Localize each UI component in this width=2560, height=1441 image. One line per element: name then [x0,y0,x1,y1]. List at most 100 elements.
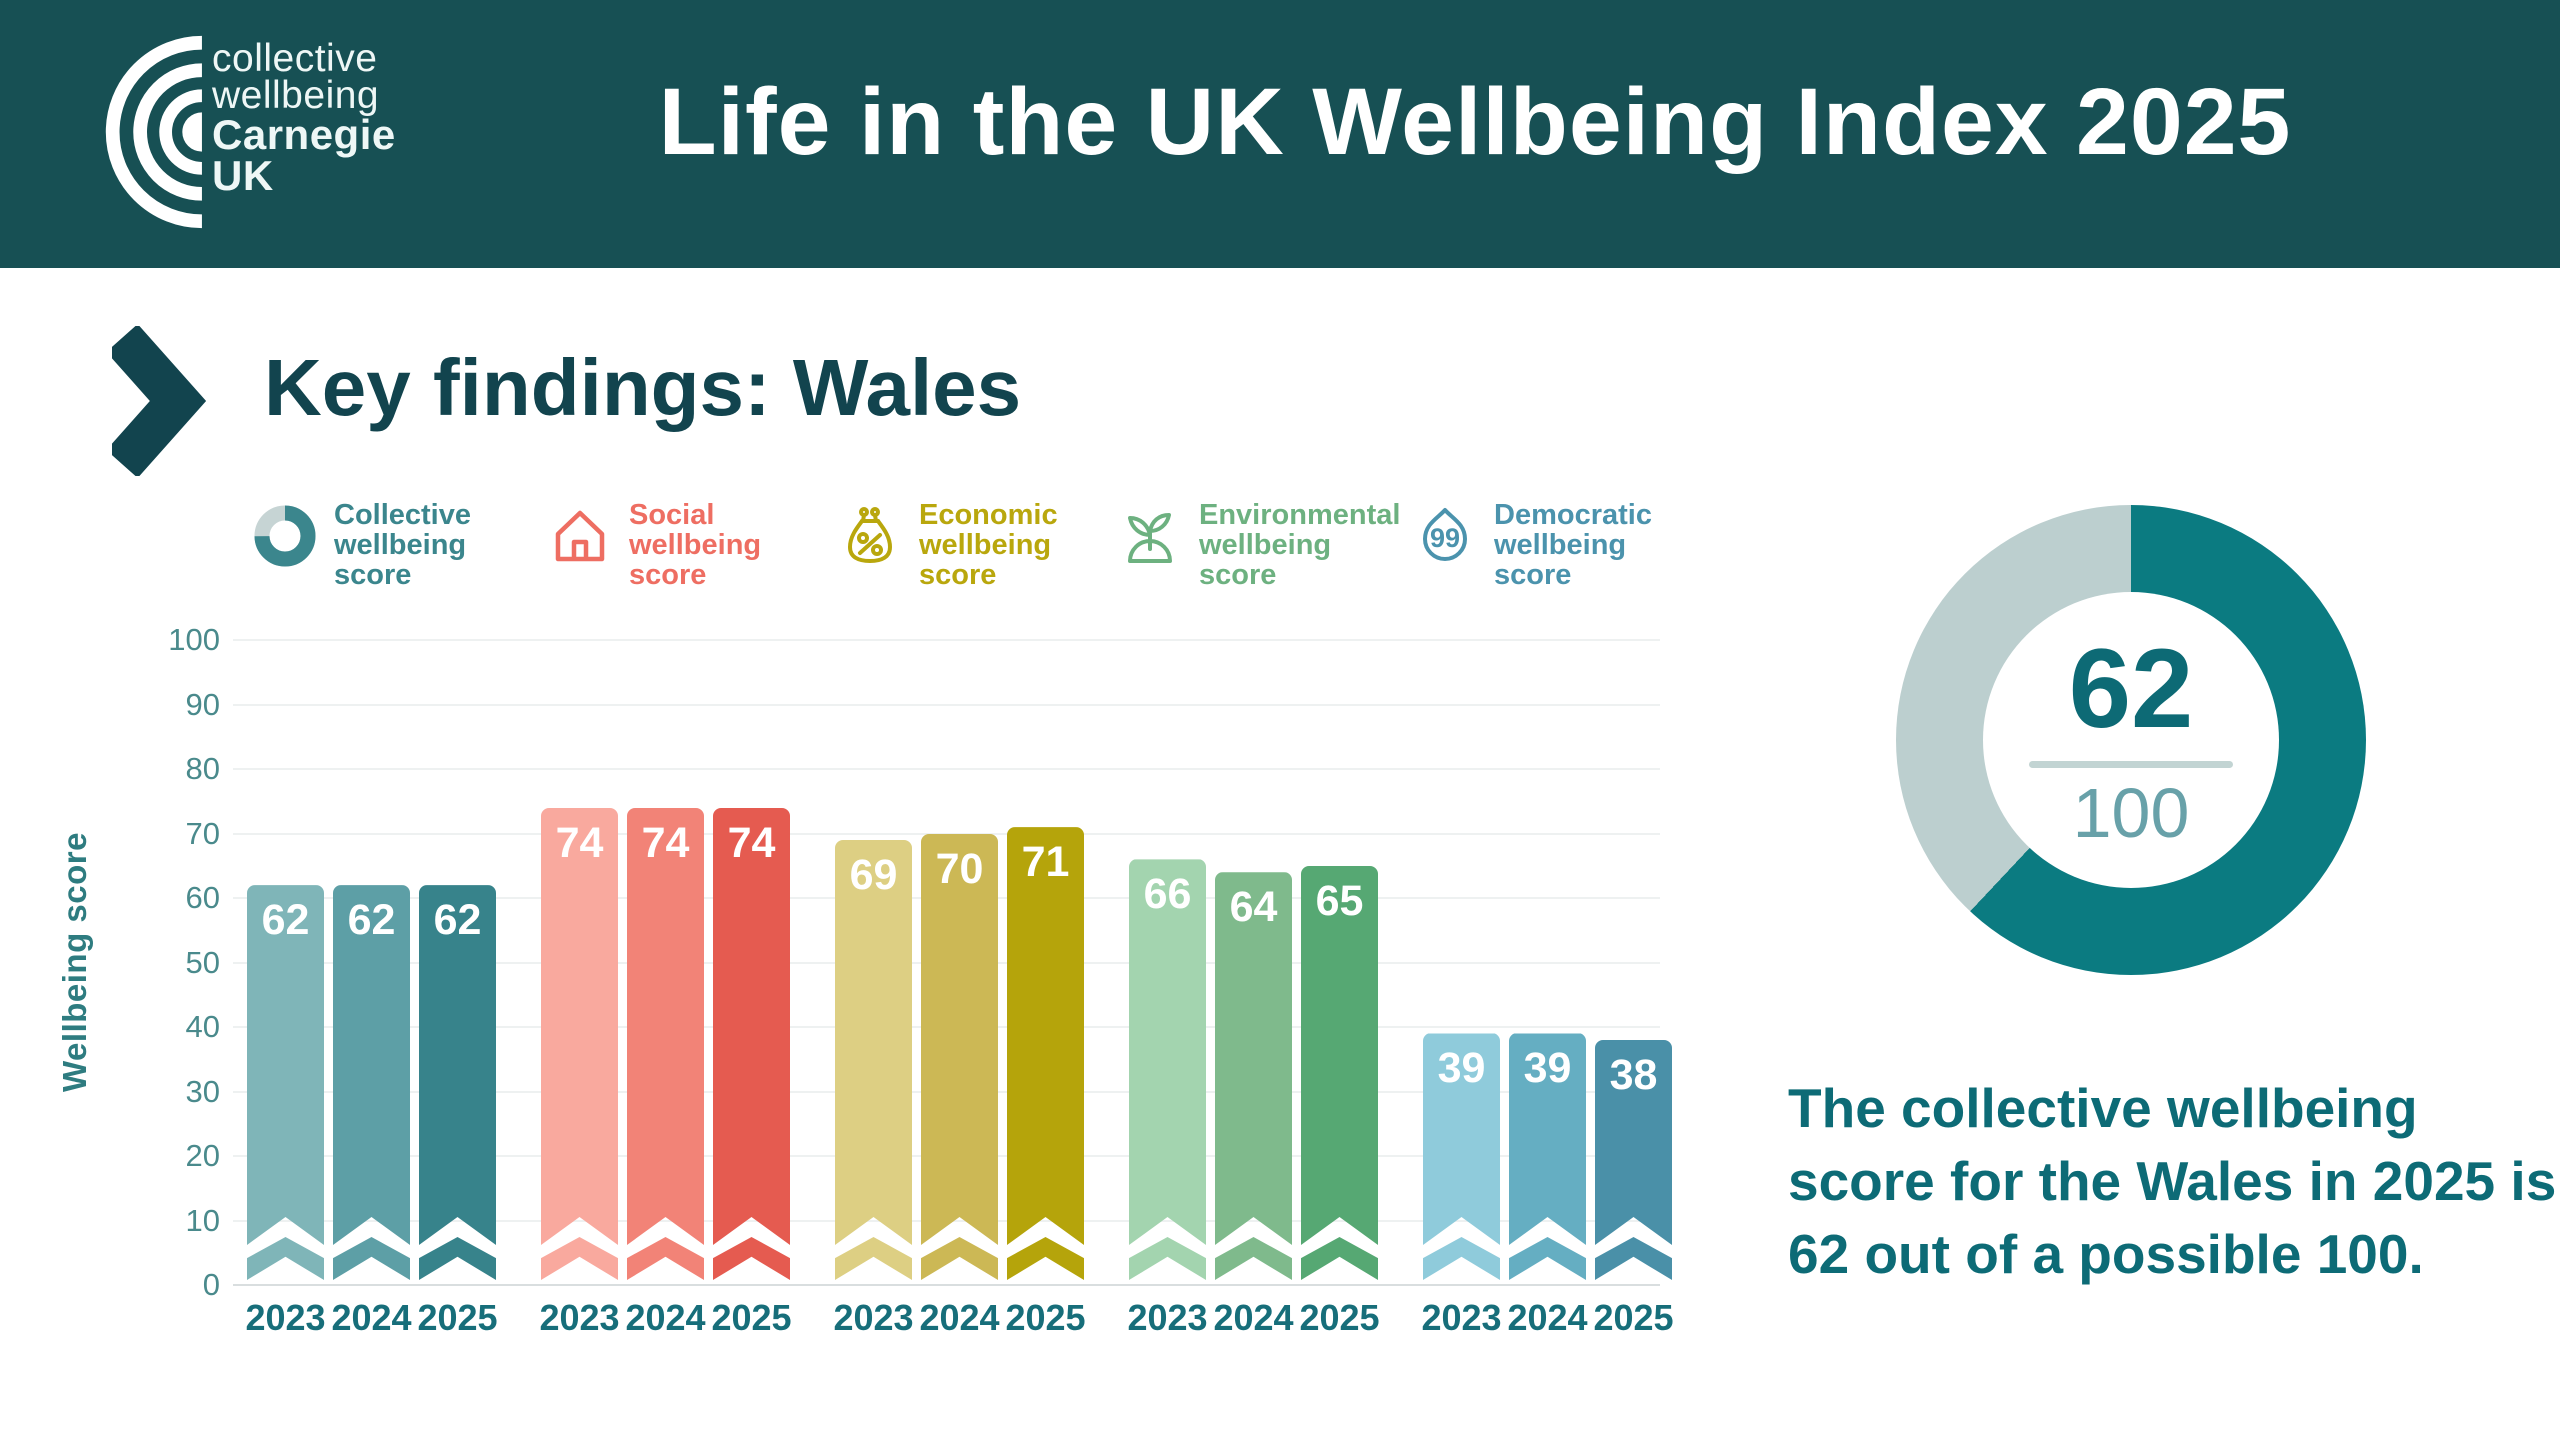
legend-item-speech-bubble: 99 Democratic wellbeing score [1413,500,1704,590]
bar-value-label: 62 [347,896,396,945]
bar-body [1301,866,1378,1245]
bar-group-economic: 69 2023 70 2024 71 2025 [833,827,1086,1338]
bar-chevron-decoration [1595,1237,1672,1280]
gridline [233,639,1660,641]
y-tick-label: 50 [185,944,220,980]
bar: 64 2024 [1213,872,1294,1338]
legend-label: Economic wellbeing score [919,499,1058,591]
bar-body [1595,1040,1672,1245]
bar-value-label: 74 [555,818,604,867]
x-axis-year-label: 2023 [833,1297,914,1338]
bar-group-social: 74 2023 74 2024 74 2025 [539,808,792,1338]
bar-chevron-decoration [1007,1237,1084,1280]
bar: 69 2023 [833,840,914,1338]
chart-legend: Collective wellbeing score Social wellbei… [0,500,1700,610]
bar-body [1007,827,1084,1245]
x-axis-year-label: 2025 [417,1297,498,1338]
bar-value-label: 69 [849,850,898,899]
x-axis-year-label: 2023 [245,1297,326,1338]
x-axis-year-label: 2024 [331,1297,412,1338]
bar-chevron-decoration [1301,1237,1378,1280]
donut-score-value: 62 [2068,625,2194,751]
bar-group-environmental: 66 2023 64 2024 65 2025 [1127,859,1380,1338]
bar-chevron-decoration [247,1237,324,1280]
gridline [233,703,1660,706]
y-tick-label: 10 [185,1202,220,1238]
bar: 71 2025 [1005,827,1086,1338]
x-axis-year-label: 2024 [625,1297,706,1338]
donut-chart-icon [253,504,317,568]
bar: 62 2025 [417,885,498,1338]
y-tick-label: 90 [185,686,220,722]
bar-body [419,885,496,1245]
bar-body [1215,872,1292,1245]
bar-group-democratic: 39 2023 39 2024 38 2025 [1421,1033,1674,1338]
bar: 38 2025 [1593,1040,1674,1338]
x-axis-year-label: 2024 [1213,1297,1294,1338]
bar-chevron-decoration [713,1237,790,1280]
bar-body [541,808,618,1245]
summary-text: The collective wellbeing score for the W… [1788,1077,2557,1286]
page-title: Life in the UK Wellbeing Index 2025 [658,69,2292,175]
bar-value-label: 74 [641,818,690,867]
svg-text:99: 99 [1430,523,1460,553]
bar-chart: 0 10 20 30 40 50 60 70 80 90 100 62 2023 62 2024 62 202… [140,622,1674,1338]
bar-body [1129,859,1206,1245]
bar-body [1423,1033,1500,1245]
y-tick-label: 100 [168,622,220,657]
bar-value-label: 62 [433,896,482,945]
bar-body [713,808,790,1245]
bar-chevron-decoration [835,1237,912,1280]
bar: 39 2023 [1421,1033,1502,1338]
bar-value-label: 39 [1437,1044,1486,1093]
bar-value-label: 38 [1609,1050,1658,1099]
bar: 66 2023 [1127,859,1208,1338]
bar: 62 2023 [245,885,326,1338]
fan-arcs-icon [105,35,203,229]
chevron-right-icon [112,326,207,476]
bar: 74 2024 [625,808,706,1338]
donut-divider-line [2029,760,2233,768]
bar-chevron-decoration [419,1237,496,1280]
logo-line-uk: UK [212,152,274,199]
bar-value-label: 66 [1143,870,1192,919]
bar-value-label: 65 [1315,876,1364,925]
logo-line-collective: collective [212,37,378,80]
logo-line-carnegie: Carnegie [212,111,396,158]
x-axis-year-label: 2025 [1593,1297,1674,1338]
bar-chevron-decoration [1215,1237,1292,1280]
bar: 62 2024 [331,885,412,1338]
bar-value-label: 70 [935,844,984,893]
gridline [233,768,1660,770]
plot-area: 62 2023 62 2024 62 2025 74 2023 74 2024 74 2025 69 20… [233,639,1674,1338]
y-tick-label: 20 [185,1138,220,1173]
x-axis-year-label: 2024 [919,1297,1000,1338]
x-axis-year-label: 2023 [1127,1297,1208,1338]
x-axis-year-label: 2025 [1005,1297,1086,1338]
bar-value-label: 64 [1229,883,1278,932]
bar-chevron-decoration [921,1237,998,1280]
bar-chevron-decoration [627,1237,704,1280]
bar-value-label: 62 [261,896,310,945]
collective-score-donut: 62 100 [1896,505,2366,975]
bar-chevron-decoration [1423,1237,1500,1280]
x-axis-year-label: 2023 [1421,1297,1502,1338]
bar-group-collective: 62 2023 62 2024 62 2025 [245,885,498,1338]
legend-label: Democratic wellbeing score [1494,499,1652,591]
bar-chevron-decoration [541,1237,618,1280]
bar-value-label: 39 [1523,1044,1572,1093]
legend-item-sprout: Environmental wellbeing score [1118,500,1409,590]
bar-value-label: 74 [727,818,776,867]
header-banner: collective wellbeing Carnegie UK Life in… [0,0,2560,268]
y-tick-label: 60 [185,880,220,915]
x-axis-year-label: 2024 [1507,1297,1588,1338]
bar-body [627,808,704,1245]
y-tick-label: 70 [185,815,220,851]
sprout-icon [1118,504,1182,568]
y-tick-label: 40 [185,1009,220,1044]
y-tick-label: 80 [185,751,220,786]
legend-item-money-bag: Economic wellbeing score [838,500,1129,590]
donut-center: 62 100 [1983,592,2279,888]
y-tick-label: 30 [185,1073,220,1109]
